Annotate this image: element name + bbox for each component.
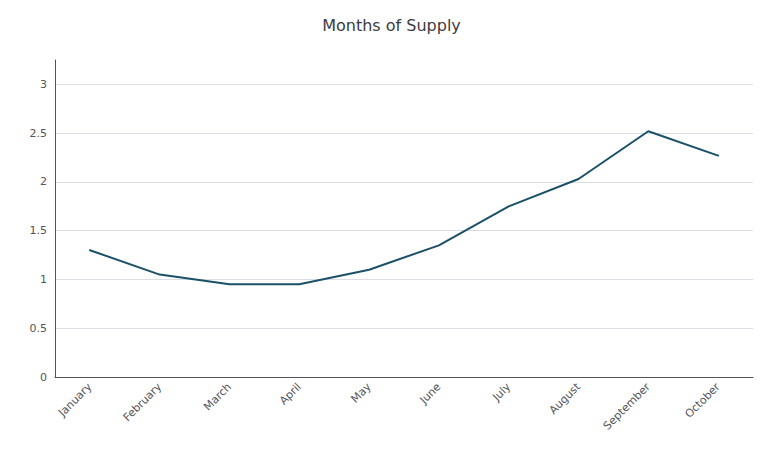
svg-text:August: August [547, 380, 584, 417]
svg-text:0.5: 0.5 [30, 322, 48, 335]
svg-text:October: October [682, 380, 723, 421]
svg-text:June: June [417, 380, 444, 407]
svg-text:July: July [489, 380, 513, 404]
svg-text:September: September [601, 380, 653, 432]
svg-text:1: 1 [40, 273, 47, 286]
svg-text:1.5: 1.5 [30, 224, 48, 237]
svg-text:Months of Supply: Months of Supply [322, 16, 461, 35]
svg-text:March: March [201, 380, 234, 413]
svg-text:May: May [348, 380, 374, 406]
svg-text:0: 0 [40, 371, 47, 384]
svg-text:April: April [277, 380, 304, 407]
svg-text:February: February [121, 380, 165, 424]
svg-text:3: 3 [40, 78, 47, 91]
svg-text:January: January [55, 380, 95, 420]
svg-text:2: 2 [40, 175, 47, 188]
svg-text:2.5: 2.5 [30, 127, 48, 140]
